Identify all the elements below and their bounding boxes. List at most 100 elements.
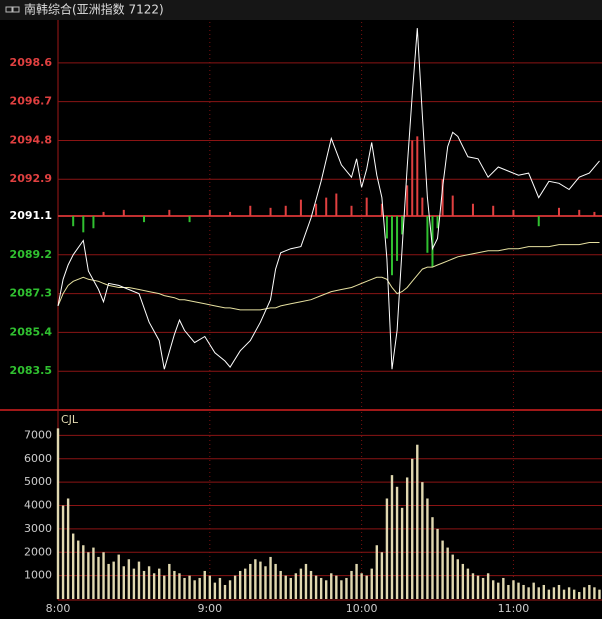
volume-bar <box>92 547 95 599</box>
volume-bar <box>259 561 262 599</box>
volume-bar <box>436 528 439 599</box>
volume-bar <box>360 573 363 599</box>
title-bar <box>0 0 602 20</box>
change-bar <box>426 216 429 253</box>
y-tick-label: 4000 <box>24 499 52 512</box>
volume-bar <box>512 580 515 599</box>
volume-bar <box>350 570 353 599</box>
volume-bar <box>223 584 227 599</box>
y-tick-label: 2087.3 <box>10 287 52 300</box>
volume-bar <box>466 568 470 599</box>
panel-label: CJL <box>61 413 79 426</box>
volume-bar <box>178 573 181 599</box>
change-bar <box>92 216 95 229</box>
volume-bar <box>598 589 601 599</box>
volume-bar <box>168 563 171 599</box>
volume-bar <box>289 577 292 599</box>
x-tick-label: 9:00 <box>197 602 222 615</box>
change-bar <box>143 216 146 223</box>
volume-bar <box>572 589 576 599</box>
volume-bar <box>390 475 394 599</box>
change-bar <box>269 207 272 216</box>
volume-bar <box>497 582 500 599</box>
volume-bar <box>583 587 586 599</box>
change-bar <box>365 197 368 216</box>
volume-bar <box>264 566 267 599</box>
volume-bar <box>527 587 530 599</box>
volume-bar <box>365 575 368 599</box>
volume-bar <box>502 577 505 599</box>
price-line <box>57 242 600 311</box>
volume-bar <box>552 587 556 599</box>
volume-bar <box>208 575 212 599</box>
y-tick-label: 2085.4 <box>10 325 53 338</box>
volume-bar <box>249 563 252 599</box>
volume-bar <box>426 498 429 599</box>
y-tick-label: 3000 <box>24 522 52 535</box>
change-bar <box>396 216 399 261</box>
volume-bar <box>299 568 303 599</box>
change-bar <box>557 207 560 216</box>
volume-bar <box>102 552 105 599</box>
x-tick-label: 8:00 <box>46 602 71 615</box>
y-tick-label: 2098.6 <box>10 56 53 69</box>
y-tick-label: 2000 <box>24 545 52 558</box>
volume-bar <box>163 575 166 599</box>
y-tick-label: 2083.5 <box>10 364 52 377</box>
volume-bar <box>395 486 399 599</box>
volume-bar <box>279 570 282 599</box>
volume-bar <box>193 580 196 599</box>
volume-bar <box>228 580 232 599</box>
volume-bar <box>238 570 242 599</box>
volume-bar <box>431 517 434 599</box>
volume-bar <box>421 482 424 599</box>
volume-bar <box>476 575 480 599</box>
change-bar <box>385 216 388 239</box>
y-tick-label: 2092.9 <box>10 172 52 185</box>
y-tick-label: 2096.7 <box>10 95 52 108</box>
change-bar <box>416 136 419 216</box>
change-bar <box>537 216 540 227</box>
x-tick-label: 10:00 <box>346 602 378 615</box>
change-bar <box>451 195 454 216</box>
volume-bar <box>385 498 389 599</box>
volume-bar <box>147 566 151 599</box>
volume-bar <box>562 589 566 599</box>
y-tick-label: 1000 <box>24 569 52 582</box>
change-bar <box>441 179 444 216</box>
volume-bar <box>254 559 257 599</box>
volume-bar <box>203 570 206 599</box>
y-tick-label: 2089.2 <box>10 248 52 261</box>
volume-bar <box>547 589 551 599</box>
volume-bar <box>87 552 90 599</box>
icon <box>12 6 20 13</box>
change-bar <box>436 216 439 229</box>
volume-bar <box>294 573 298 599</box>
change-bar <box>249 205 252 216</box>
change-bar <box>325 197 328 216</box>
change-bar <box>390 216 393 276</box>
volume-bar <box>567 587 571 599</box>
change-bar <box>401 216 404 235</box>
volume-bar <box>522 584 525 599</box>
volume-bar <box>66 498 70 599</box>
change-bar <box>350 205 353 216</box>
volume-bar <box>137 561 141 599</box>
volume-bar <box>578 591 581 599</box>
volume-bar <box>370 568 373 599</box>
volume-bar <box>507 584 510 599</box>
change-bar <box>82 216 85 233</box>
volume-bar <box>82 545 85 599</box>
volume-bar <box>588 584 591 599</box>
change-bar <box>208 209 211 216</box>
change-bar <box>431 216 434 268</box>
icon <box>5 6 13 13</box>
volume-bar <box>132 568 136 599</box>
change-bar <box>593 211 596 216</box>
volume-bar <box>517 582 520 599</box>
volume-bar <box>542 584 546 599</box>
volume-bar <box>532 582 535 599</box>
change-bar <box>411 140 414 216</box>
change-bar <box>406 185 409 216</box>
